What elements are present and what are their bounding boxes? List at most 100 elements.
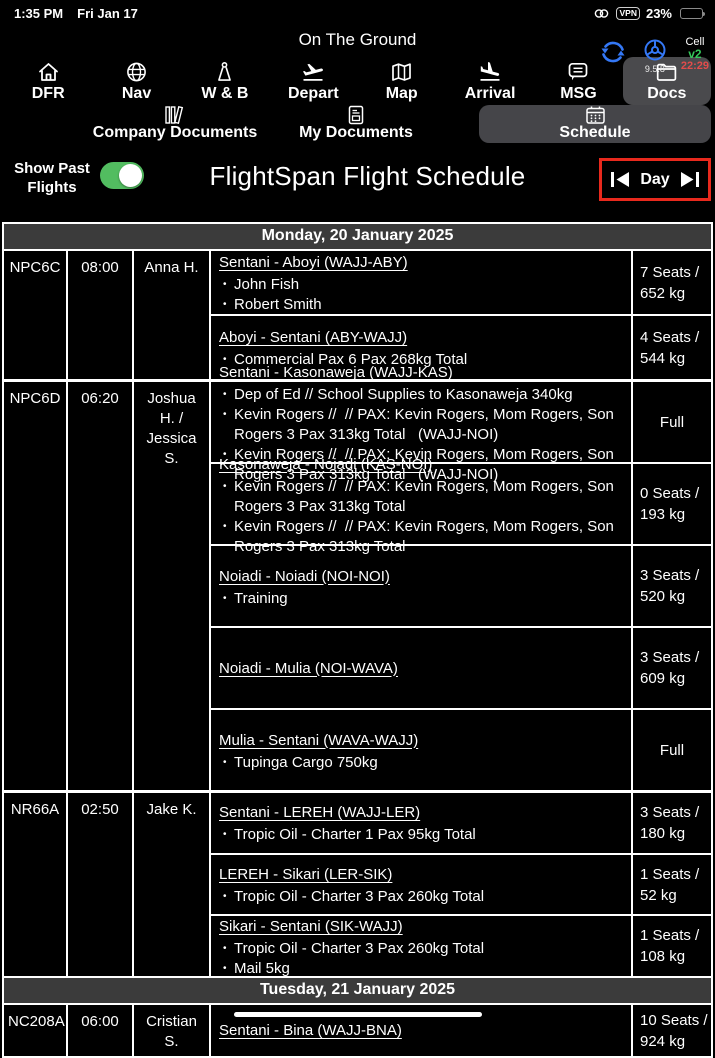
tab-msg[interactable]: MSG: [534, 57, 622, 105]
doc-tab-my-documents[interactable]: My Documents: [266, 105, 446, 143]
tab-label: Map: [385, 85, 418, 102]
leg-manifest-item: Tropic Oil - Charter 3 Pax 260kg Total: [219, 939, 623, 959]
sync-refresh-icon[interactable]: [597, 36, 629, 68]
next-day-button[interactable]: [679, 171, 700, 188]
flight-time-cell: 08:00: [68, 251, 134, 379]
leg-manifest-item: Training: [219, 589, 623, 609]
flight-code-cell: NPC6C: [4, 251, 68, 379]
page-status-title: On The Ground: [298, 30, 417, 49]
flight-legs-column: Sentani - Kasonaweja (WAJJ-KAS)Dep of Ed…: [211, 364, 711, 790]
folder-icon: [653, 59, 680, 84]
flight-leg-row: Sentani - Kasonaweja (WAJJ-KAS)Dep of Ed…: [211, 364, 711, 483]
toggle-knob: [119, 164, 142, 187]
leg-details: Sikari - Sentani (SIK-WAJJ) Tropic Oil - …: [211, 916, 631, 979]
document-icon: [348, 105, 364, 125]
schedule-page-title: FlightSpan Flight Schedule: [209, 161, 526, 191]
leg-manifest-item: Tropic Oil - Charter 3 Pax 260kg Total: [219, 887, 623, 907]
leg-details: Sentani - Aboyi (WAJJ-ABY) John FishRober…: [211, 251, 631, 315]
doc-tab-company-documents[interactable]: Company Documents: [55, 105, 295, 143]
flight-legs-column: Sentani - Aboyi (WAJJ-ABY) John FishRober…: [211, 251, 711, 379]
leg-route-link[interactable]: Noiadi - Noiadi (NOI-NOI): [219, 567, 390, 585]
leg-route-link[interactable]: Noiadi - Mulia (NOI-WAVA): [219, 659, 398, 677]
tab-label: Docs: [647, 85, 687, 102]
flight-leg-row: Sikari - Sentani (SIK-WAJJ) Tropic Oil - …: [211, 914, 711, 979]
tab-label: Nav: [121, 85, 152, 102]
leg-manifest-item: John Fish: [219, 275, 623, 295]
doc-tab-label: My Documents: [299, 124, 413, 141]
data-version-label: v2: [688, 47, 702, 61]
leg-details: Aboyi - Sentani (ABY-WAJJ) Commercial Pax…: [211, 316, 631, 379]
tab-map[interactable]: Map: [358, 57, 446, 105]
flight-schedule-table: Monday, 20 January 2025 NPC6C 08:00 Anna H.…: [2, 222, 713, 1058]
tab-wb[interactable]: W & B: [181, 57, 269, 105]
tab-docs[interactable]: Docs: [622, 57, 711, 105]
flight-row: NR66A 02:50 Jake K. Sentani - LEREH (WAJJ-L…: [4, 792, 711, 979]
flight-time-cell: 06:20: [68, 382, 134, 790]
leg-manifest-item: Tropic Oil - Charter 1 Pax 95kg Total: [219, 825, 623, 845]
doc-tab-schedule[interactable]: Schedule: [479, 105, 711, 143]
leg-route-link[interactable]: Sentani - LEREH (WAJJ-LER): [219, 804, 421, 822]
weight-icon: [213, 59, 236, 84]
flight-row: NPC6D 06:20 Joshua H. / Jessica S. Sentani …: [4, 364, 711, 792]
leg-route-link[interactable]: LEREH - Sikari (LER-SIK): [219, 866, 393, 883]
doc-tab-label: Schedule: [559, 124, 631, 141]
flight-code-cell: NC208A: [4, 1005, 68, 1056]
app-header: On The Ground: [0, 22, 715, 74]
flight-leg-row: Mulia - Sentani (WAVA-WAJJ) Tupinga Cargo…: [211, 708, 711, 790]
leg-details: Mulia - Sentani (WAVA-WAJJ) Tupinga Cargo…: [211, 710, 631, 790]
tab-dfr[interactable]: DFR: [4, 57, 92, 105]
leg-route-link[interactable]: Sentani - Aboyi (WAJJ-ABY): [219, 254, 408, 271]
leg-capacity-cell: Full: [631, 710, 711, 790]
leg-capacity-cell: 3 Seats / 520 kg: [631, 546, 711, 626]
leg-route-link[interactable]: Mulia - Sentani (WAVA-WAJJ): [219, 731, 419, 749]
tab-depart[interactable]: Depart: [269, 57, 357, 105]
day-navigation: Day: [599, 158, 711, 201]
leg-details: Kasonaweja - Noiadi (KAS-NOI)Kevin Roger…: [211, 456, 631, 555]
show-past-flights-label: Show Past Flights: [14, 160, 90, 196]
flight-pilot-cell: Jake K.: [134, 793, 211, 976]
leg-capacity-cell: 1 Seats / 108 kg: [631, 916, 711, 977]
leg-capacity-cell: 4 Seats / 544 kg: [631, 316, 711, 379]
tab-label: DFR: [31, 85, 65, 102]
leg-route-link[interactable]: Sentani - Bina (WAJJ-BNA): [219, 1022, 402, 1039]
flight-legs-column: Sentani - LEREH (WAJJ-LER) Tropic Oil - C…: [211, 793, 711, 979]
main-tab-bar: DFR Nav W & B Depart Map Arrival MSG Docs: [0, 57, 715, 105]
flight-code-cell: NPC6D: [4, 382, 68, 790]
tab-nav[interactable]: Nav: [92, 57, 180, 105]
leg-capacity-cell: 10 Seats / 924 kg: [631, 1005, 711, 1056]
flight-leg-row: Aboyi - Sentani (ABY-WAJJ) Commercial Pax…: [211, 314, 711, 379]
leg-capacity-cell: 7 Seats / 652 kg: [631, 251, 711, 314]
tab-label: W & B: [201, 85, 249, 102]
leg-details: Noiadi - Noiadi (NOI-NOI) Training: [211, 546, 631, 626]
battery-icon: [680, 7, 705, 19]
schedule-title-bar: Show Past Flights FlightSpan Flight Sche…: [0, 143, 715, 214]
settings-gear-icon[interactable]: [641, 36, 669, 64]
message-icon: [565, 59, 591, 84]
flight-pilot-cell: Joshua H. / Jessica S.: [134, 382, 211, 790]
day-nav-label: Day: [640, 170, 670, 188]
leg-route-link[interactable]: Sikari - Sentani (SIK-WAJJ): [219, 917, 403, 935]
previous-day-button[interactable]: [610, 171, 631, 188]
show-past-flights-toggle[interactable]: [100, 162, 144, 189]
leg-manifest-item: Mail 5kg: [219, 959, 623, 979]
day-header: Tuesday, 21 January 2025: [4, 978, 711, 1003]
battery-percent: 23%: [645, 5, 672, 21]
leg-manifest-item: Dep of Ed // School Supplies to Kasonawe…: [219, 385, 623, 405]
app-build-version: 9.5.8: [644, 64, 665, 74]
map-icon: [389, 59, 414, 84]
takeoff-icon: [298, 59, 328, 84]
tab-arrival[interactable]: Arrival: [446, 57, 534, 105]
leg-details: Noiadi - Mulia (NOI-WAVA): [211, 628, 631, 708]
leg-manifest-item: Kevin Rogers // // PAX: Kevin Rogers, Mo…: [219, 405, 623, 445]
clock: 1:35 PM: [14, 5, 64, 21]
flight-time-cell: 02:50: [68, 793, 134, 976]
leg-details: Sentani - LEREH (WAJJ-LER) Tropic Oil - C…: [211, 793, 631, 853]
globe-icon: [124, 59, 149, 84]
flight-row: NPC6C 08:00 Anna H. Sentani - Aboyi (WAJJ-A…: [4, 249, 711, 381]
flight-pilot-cell: Anna H.: [134, 251, 211, 379]
flight-leg-row: LEREH - Sikari (LER-SIK) Tropic Oil - Cha…: [211, 852, 711, 915]
books-icon: [162, 105, 188, 125]
home-indicator[interactable]: [233, 1012, 482, 1017]
leg-route-link[interactable]: Aboyi - Sentani (ABY-WAJJ): [219, 329, 408, 346]
flight-leg-row: Sentani - LEREH (WAJJ-LER) Tropic Oil - C…: [211, 793, 711, 853]
